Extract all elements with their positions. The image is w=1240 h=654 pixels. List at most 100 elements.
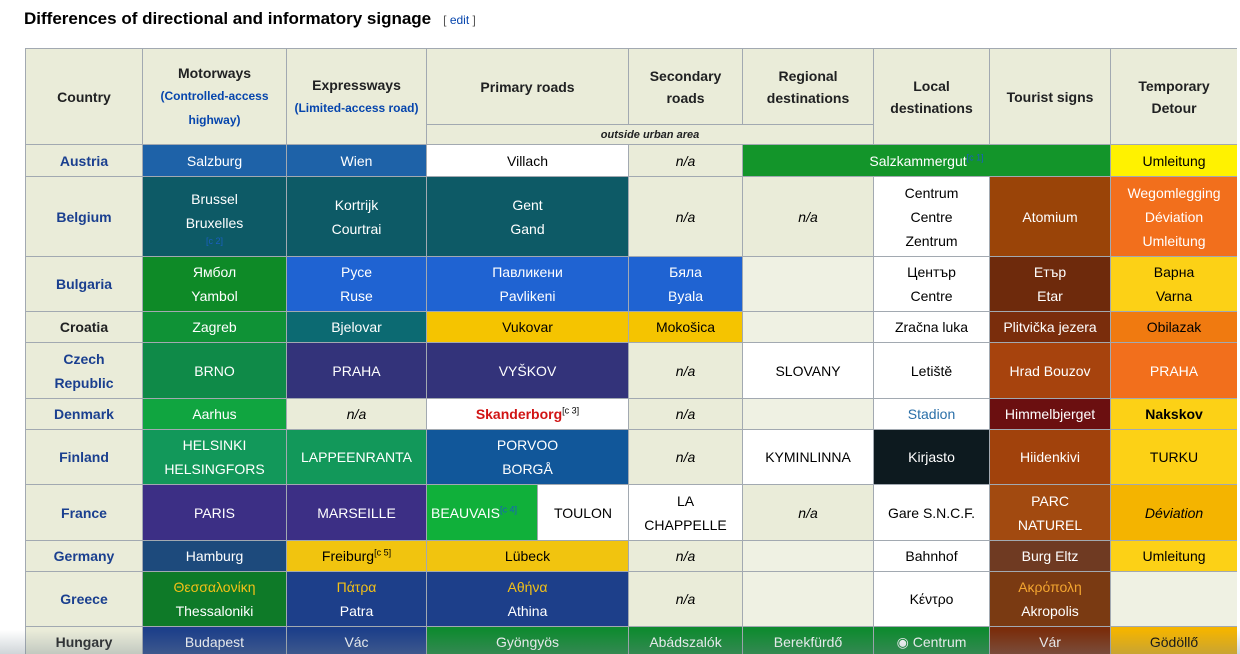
limited-access-road-link[interactable]: (Limited-access road) xyxy=(294,100,419,115)
citation-link[interactable]: [c 1] xyxy=(966,151,984,162)
signage-table: Country Motorways (Controlled-access hig… xyxy=(25,48,1237,654)
citation-link[interactable]: [c 2] xyxy=(205,235,223,246)
cell-expressway: Bjelovar xyxy=(286,311,427,343)
cell-primary: VYŠKOV xyxy=(425,342,630,399)
header-country: Country xyxy=(25,48,143,145)
cell-tourist: Hiidenkivi xyxy=(989,429,1112,485)
cell-line: PORVOO xyxy=(496,437,559,453)
cell-line: Етър xyxy=(1033,264,1067,280)
cell-line: Courtrai xyxy=(331,220,382,237)
cell-expressway: MARSEILLE xyxy=(286,484,427,541)
cell-primary-green: BEAUVAIS[c 4] xyxy=(426,484,538,541)
country-link-greece[interactable]: Greece xyxy=(25,571,143,627)
section-title: Differences of directional and informato… xyxy=(24,9,432,28)
table-row-france: France PARIS MARSEILLE BEAUVAIS[c 4] TOU… xyxy=(25,484,1237,541)
cell-secondary: n/a xyxy=(628,342,744,399)
cell-line: Déviation xyxy=(1144,208,1204,225)
cell-line: Πάτρα xyxy=(336,579,377,595)
cell-tourist: Ακρόπολη Akropolis xyxy=(989,571,1112,627)
cell-line: Бяла xyxy=(669,264,702,280)
cell-expressway-text: Freiburg xyxy=(321,548,375,564)
country-link-finland[interactable]: Finland xyxy=(25,429,143,485)
cell-regional: n/a xyxy=(742,484,875,541)
country-line: Republic xyxy=(54,374,114,391)
edit-bracket-open: [ xyxy=(443,13,450,27)
country-link-belgium[interactable]: Belgium xyxy=(25,176,143,257)
cell-line: Zentrum xyxy=(905,232,958,249)
edit-bracket-close: ] xyxy=(469,13,476,27)
country-link-france[interactable]: France xyxy=(25,484,143,541)
cell-local: Stadion xyxy=(873,398,991,430)
cell-local: Zračna luka xyxy=(873,311,991,343)
cell-line: Byala xyxy=(668,288,704,304)
cell-tourist: Plitvička jezera xyxy=(989,311,1112,343)
country-link-denmark[interactable]: Denmark xyxy=(25,398,143,430)
cell-line: Павликени xyxy=(492,264,563,280)
citation-link[interactable]: [c 5] xyxy=(374,547,392,558)
cell-line: Patra xyxy=(339,603,374,619)
cell-primary: Lübeck xyxy=(425,540,630,572)
header-regional-destinations: Regional destinations xyxy=(742,48,875,125)
header-tourist-signs: Tourist signs xyxy=(989,48,1112,145)
cell-local: Kirjasto xyxy=(873,429,991,485)
cell-line: LA xyxy=(676,492,695,509)
cell-line: Ακρόπολη xyxy=(1018,579,1082,595)
cell-local: Център Centre xyxy=(873,256,991,312)
cell-detour: Wegomlegging Déviation Umleitung xyxy=(1110,176,1237,257)
cell-primary: PORVOO BORGÅ xyxy=(425,429,630,485)
cell-primary-white: TOULON xyxy=(536,484,630,541)
cell-primary: Villach xyxy=(425,144,630,177)
cell-line: CHAPPELLE xyxy=(644,516,727,533)
cell-primary: Gent Gand xyxy=(425,176,630,257)
cell-motorway: Hamburg xyxy=(142,540,287,572)
table-row-germany: Germany Hamburg Freiburg[c 5] Lübeck n/a… xyxy=(25,540,1237,572)
header-expressways-label: Expressways xyxy=(312,76,401,93)
edit-section: [ edit ] xyxy=(443,13,476,27)
cell-line: Център xyxy=(907,264,956,280)
table-row-greece: Greece Θεσσαλονίκη Thessaloniki Πάτρα Pa… xyxy=(25,571,1237,627)
cell-regional-local-text: Salzkammergut xyxy=(869,152,967,169)
cell-line: Ямбол xyxy=(192,264,237,280)
cell-line: Pavlikeni xyxy=(499,288,556,304)
edit-link[interactable]: edit xyxy=(449,13,470,27)
cell-regional: n/a xyxy=(742,176,875,257)
header-expressways: Expressways (Limited-access road) xyxy=(286,48,427,145)
cell-primary: Skanderborg[c 3] xyxy=(425,398,630,430)
cell-motorway: BRNO xyxy=(142,342,287,399)
cell-line: Gent xyxy=(512,196,543,213)
cell-line: Centrum xyxy=(904,184,959,201)
cell-motorway: PARIS xyxy=(142,484,287,541)
cell-motorway: Ямбол Yambol xyxy=(142,256,287,312)
cell-line: NATUREL xyxy=(1017,516,1083,533)
country-link-austria[interactable]: Austria xyxy=(25,144,143,177)
cell-line: Ruse xyxy=(340,288,373,304)
citation-link[interactable]: [c 4] xyxy=(500,503,518,514)
table-row-belgium: Belgium Brussel Bruxelles [c 2] Kortrijk… xyxy=(25,176,1237,257)
cell-detour: PRAHA xyxy=(1110,342,1237,399)
country-link-czech-republic[interactable]: Czech Republic xyxy=(25,342,143,399)
table-row-croatia: Croatia Zagreb Bjelovar Vukovar Mokošica… xyxy=(25,311,1237,343)
cell-secondary: n/a xyxy=(628,540,744,572)
country-link-germany[interactable]: Germany xyxy=(25,540,143,572)
cell-regional: KYMINLINNA xyxy=(742,429,875,485)
header-primary-roads: Primary roads xyxy=(425,48,630,125)
cell-detour: Umleitung xyxy=(1110,540,1237,572)
cell-expressway: Wien xyxy=(286,144,427,177)
cell-expressway: PRAHA xyxy=(286,342,427,399)
cell-motorway: Salzburg xyxy=(142,144,287,177)
country-link-bulgaria[interactable]: Bulgaria xyxy=(25,256,143,312)
table-row-austria: Austria Salzburg Wien Villach n/a Salzka… xyxy=(25,144,1237,177)
cell-tourist: Етър Etar xyxy=(989,256,1112,312)
country-link-croatia[interactable]: Croatia xyxy=(25,311,143,343)
cell-tourist: Hrad Bouzov xyxy=(989,342,1112,399)
cell-regional xyxy=(742,398,875,430)
cell-secondary: Бяла Byala xyxy=(628,256,744,312)
country-link-hungary[interactable]: Hungary xyxy=(25,626,143,654)
cell-local: Bahnhof xyxy=(873,540,991,572)
table-row-denmark: Denmark Aarhus n/a Skanderborg[c 3] n/a … xyxy=(25,398,1237,430)
controlled-access-highway-link[interactable]: (Controlled-access highway) xyxy=(160,88,269,127)
cell-line: BORGÅ xyxy=(502,461,553,477)
cell-motorway: Zagreb xyxy=(142,311,287,343)
cell-detour: Варна Varna xyxy=(1110,256,1237,312)
citation-link[interactable]: [c 3] xyxy=(562,405,580,416)
